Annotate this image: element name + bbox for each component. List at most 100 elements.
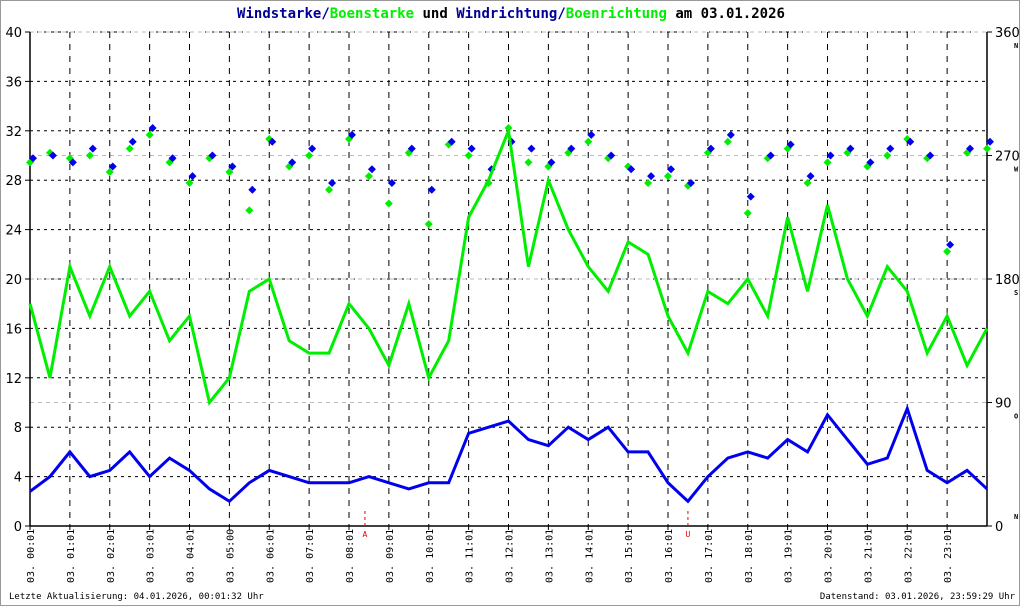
wind-direction-point [348,130,356,139]
wind-direction-point [706,144,715,153]
x-tick-label: 03. 20:01 [824,529,835,583]
wind-direction-point [467,144,476,153]
y-tick-label: 0 [14,520,22,535]
title-gust: Boenstarke [329,6,415,22]
gust-speed-line [28,125,989,406]
gust-direction-point [743,209,752,218]
wind-direction-point [68,158,77,167]
x-tick-label: 03. 07:01 [305,529,316,583]
y2-tick-label: 180 [995,273,1020,288]
gust-direction-point [105,167,114,176]
gust-direction-point [125,144,134,153]
x-tick-label: 03. 12:01 [505,529,516,583]
wind-direction-point [547,158,556,167]
y-tick-label: 32 [5,125,22,140]
wind-direction-point [308,144,317,153]
title-and: und [414,6,457,22]
wind-direction-point [288,158,297,167]
x-tick-label: 03. 11:01 [465,529,476,583]
wind-direction-point [667,165,675,174]
gust-direction-point [883,151,892,160]
gust-direction-point [983,144,991,153]
gust-direction-point [305,151,314,160]
gust-direction-point [664,172,672,181]
gust-direction-point [723,137,732,146]
x-tick-label: 03. 14:01 [584,529,595,583]
wind-direction-point [886,144,895,153]
y-tick-label: 28 [5,174,22,189]
x-tick-label: 03. 05:00 [225,529,236,583]
wind-direction-point [866,158,875,167]
y2-tick-label: 90 [995,397,1012,412]
gust-direction-point [644,178,653,187]
y-tick-label: 12 [5,372,22,387]
y-tick-label: 36 [5,75,22,90]
gust-direction-point [185,178,194,187]
x-tick-label: 03. 09:01 [385,529,396,583]
gust-direction-point [823,158,832,167]
x-tick-label: 03. 18:01 [744,529,755,583]
x-tick-label: 03. 04:01 [186,529,197,583]
wind-direction-point [946,240,955,249]
x-tick-label: 03. 22:01 [903,529,914,583]
wind-direction-point [587,130,596,139]
wind-direction-point [746,192,755,201]
x-tick-label: 03. 01:01 [66,529,77,583]
wind-direction-point [148,124,157,133]
wind-direction-point [208,151,217,160]
wind-direction-point [726,130,735,139]
last-update: Letzte Aktualisierung: 04.01.2026, 00:01… [9,592,264,602]
wind-direction-point [387,178,396,187]
y2-tick-label: 0 [995,520,1003,535]
y-tick-label: 40 [5,26,22,41]
wind-direction-point [527,144,536,153]
x-tick-label: 03. 08:01 [345,529,356,583]
direction-letter: O [1014,413,1018,421]
wind-direction-point [407,144,416,153]
direction-letter: N [1014,42,1018,50]
x-tick-label: 03. 06:01 [265,529,276,583]
wind-direction-point [826,151,835,160]
y2-tick-label: 270 [995,150,1020,165]
y-tick-label: 20 [5,273,22,288]
gust-direction-point [524,158,533,167]
wind-direction-point [427,185,436,194]
y-tick-label: 24 [5,224,22,239]
y-tick-label: 4 [14,471,22,486]
title-wind: Windstarke/ [237,6,330,22]
direction-letter: S [1014,289,1018,297]
gust-direction-point [803,178,812,187]
y2-tick-label: 360 [995,26,1020,41]
gust-direction-point [145,130,154,139]
x-tick-label: 03. 16:01 [664,529,675,583]
title-date: am 03.01.2026 [666,6,785,22]
wind-speed-line [29,404,989,504]
wind-direction-point [567,144,576,153]
wind-direction-point [686,178,695,187]
wind-direction-point [48,151,57,160]
wind-direction-point [188,172,197,181]
wind-direction-point [986,137,994,146]
y-tick-label: 16 [5,322,22,337]
wind-direction-point [328,178,337,187]
wind-direction-point [367,165,376,174]
x-tick-label: 03. 17:01 [704,529,715,583]
wind-direction-point [846,144,855,153]
wind-direction-point [108,162,117,171]
sun-marker-label: U [686,530,691,539]
x-tick-label: 03. 03:01 [146,529,157,583]
wind-direction-point [268,137,277,146]
gust-direction-point [424,220,433,229]
x-tick-label: 03. 21:01 [863,529,874,583]
wind-direction-point [647,172,656,181]
wind-direction-point [607,151,616,160]
wind-direction-point [168,154,177,163]
wind-direction-point [766,151,775,160]
gust-direction-point [943,247,952,256]
sun-marker-label: A [363,530,368,539]
wind-direction-point [228,162,237,171]
gust-direction-point [584,137,593,146]
gust-direction-point [225,167,234,176]
